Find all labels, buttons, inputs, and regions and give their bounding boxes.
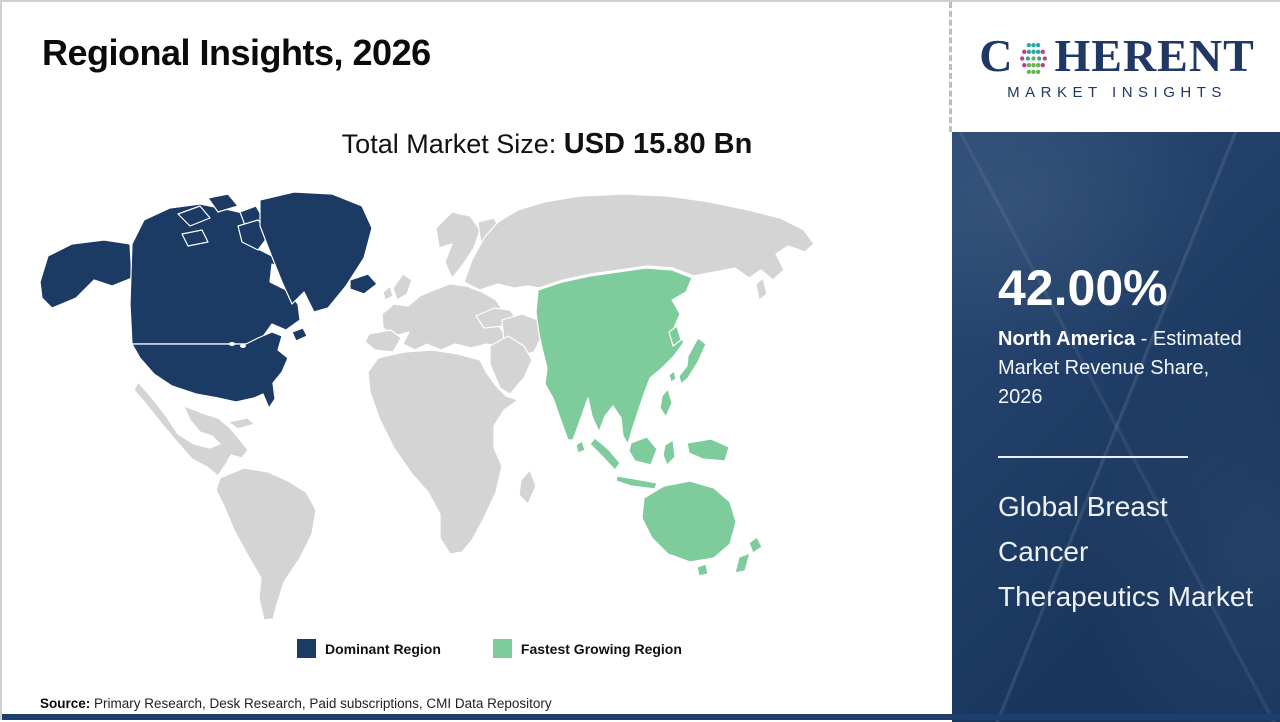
page-title: Regional Insights, 2026: [42, 32, 431, 73]
sidebar: C HERENT MARKET INSIGHTS 42.00% North Am…: [952, 2, 1280, 722]
stat-region-name: North America: [998, 327, 1136, 350]
divider-line: [998, 455, 1188, 458]
region-asia-pacific: [535, 267, 763, 577]
logo-letters-rest: HERENT: [1054, 30, 1255, 81]
dashed-divider: [949, 2, 952, 132]
stat-value: 42.00%: [998, 260, 1168, 316]
logo-wordmark: C HERENT: [979, 33, 1255, 79]
total-market-size-value: USD 15.80 Bn: [563, 128, 753, 160]
logo-letter-c: C: [979, 30, 1014, 81]
main-panel: Regional Insights, 2026 Total Market Siz…: [2, 2, 952, 722]
great-lakes-speck: [240, 344, 246, 348]
logo-tagline: MARKET INSIGHTS: [1007, 84, 1227, 101]
total-market-size-line: Total Market Size: USD 15.80 Bn: [142, 128, 952, 161]
region-north-america: [39, 191, 378, 409]
region-other-landmass: [133, 193, 815, 621]
legend-item-fastest-growing: Fastest Growing Region: [492, 639, 682, 658]
world-map-svg: [39, 191, 815, 621]
world-map: [32, 186, 832, 622]
stat-desc-text: - Estimated Market Revenue Share, 2026: [998, 327, 1242, 408]
bottom-bar: [2, 714, 1280, 720]
fastest-growing-region-label: Fastest Growing Region: [520, 640, 682, 657]
source-note: Source: Primary Research, Desk Research,…: [40, 696, 552, 711]
dominant-region-swatch: [297, 639, 316, 658]
stats-panel: 42.00% North America - Estimated Market …: [952, 132, 1280, 722]
source-text: Primary Research, Desk Research, Paid su…: [90, 696, 552, 711]
stat-description: North America - Estimated Market Revenue…: [998, 325, 1254, 412]
dominant-region-label: Dominant Region: [325, 640, 441, 657]
legend-item-dominant: Dominant Region: [297, 639, 441, 658]
logo-globe-icon: [1020, 42, 1048, 74]
fastest-growing-region-swatch: [492, 639, 512, 658]
coherent-logo: C HERENT MARKET INSIGHTS: [952, 2, 1280, 132]
source-label: Source:: [40, 696, 91, 711]
total-market-size-label: Total Market Size:: [341, 129, 564, 159]
great-lakes-speck: [229, 342, 235, 346]
legend: Dominant Region Fastest Growing Region: [297, 639, 682, 658]
market-name: Global Breast Cancer Therapeutics Market: [998, 490, 1254, 613]
